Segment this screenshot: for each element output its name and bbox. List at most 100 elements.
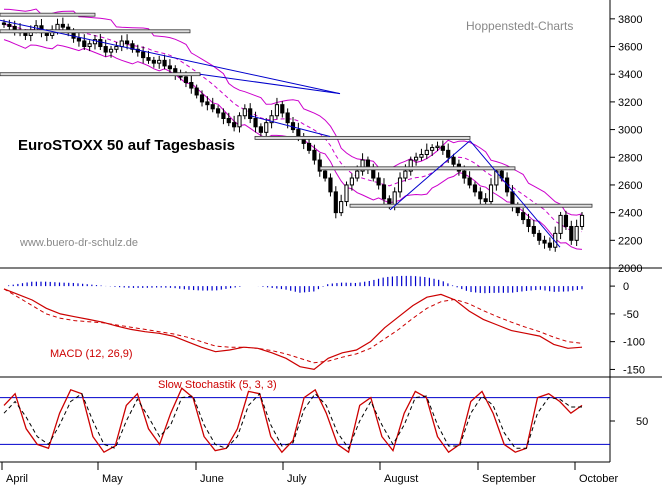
candle-body [114, 46, 119, 50]
candle-body [215, 108, 221, 114]
candle-body [205, 101, 210, 106]
candle-body [462, 170, 467, 179]
candle-body [189, 82, 194, 89]
signal-line [3, 288, 583, 364]
candle-body [125, 40, 130, 45]
candle-body [542, 239, 547, 244]
trend-line [249, 115, 331, 137]
candle-body [285, 112, 290, 124]
candle-body [323, 170, 328, 179]
trend-line [0, 19, 341, 95]
candle-body [221, 112, 226, 120]
candle-body [349, 177, 354, 186]
candle-body [199, 94, 205, 103]
candle-body [569, 225, 574, 241]
candle-body [435, 145, 440, 149]
candle-body [424, 149, 429, 155]
candle-body [558, 214, 563, 234]
support-level-bar [0, 29, 191, 34]
candle-body [157, 59, 162, 64]
candle-body [167, 65, 172, 70]
candle-body [403, 170, 408, 179]
candle-body [376, 177, 381, 186]
support-level-bar [349, 203, 593, 208]
candle-body [392, 191, 397, 207]
candle-body [296, 129, 301, 138]
support-level-bar [0, 72, 201, 77]
candle-body [344, 184, 349, 203]
candle-body [547, 242, 552, 248]
macd-tick-label: 0 [623, 281, 629, 293]
macd-line [3, 288, 583, 371]
candle-body [162, 59, 167, 67]
macd-tick-label: -50 [623, 309, 639, 321]
candle-body [226, 118, 231, 124]
month-label: July [287, 473, 307, 485]
upper-band-line [3, 8, 583, 216]
candle-body [531, 225, 536, 234]
candle-body [183, 76, 189, 84]
candle-body [151, 59, 156, 64]
price-tick-label: 2600 [618, 180, 642, 192]
candle-body [478, 191, 483, 200]
candle-body [253, 118, 258, 128]
candle-body [360, 159, 365, 172]
candle-body [521, 212, 526, 221]
price-tick-label: 2200 [618, 235, 642, 247]
price-tick-label: 3600 [618, 42, 642, 54]
candle-body [574, 225, 579, 241]
stoch-panel [0, 387, 610, 454]
macd-title: MACD (12, 26,9) [50, 348, 133, 360]
candle-body [408, 159, 413, 172]
support-level-bar [254, 135, 471, 140]
candle-body [494, 170, 499, 186]
month-label: April [6, 473, 28, 485]
support-level-bar [319, 166, 516, 171]
candle-body [397, 177, 403, 193]
candle-body [579, 214, 585, 227]
candle-body [333, 191, 338, 214]
candle-body [419, 153, 424, 158]
price-tick-label: 3000 [618, 125, 642, 137]
candle-body [451, 156, 456, 165]
candle-body [60, 23, 65, 28]
candle-body [82, 40, 87, 48]
candle-body [242, 108, 247, 117]
candle-body [306, 142, 312, 151]
price-tick-label: 3400 [618, 69, 642, 81]
candle-body [248, 108, 253, 120]
candle-body [119, 40, 124, 48]
candle-body [446, 149, 451, 158]
stoch-tick-label: 50 [636, 416, 648, 428]
candle-body [430, 147, 435, 151]
candle-body [103, 46, 108, 53]
trend-line [199, 73, 341, 95]
trend-line [469, 140, 561, 248]
candle-body [274, 104, 280, 117]
stoch-slow-line [3, 392, 582, 450]
candle-body [483, 198, 488, 203]
candle-body [339, 201, 344, 214]
month-label: May [102, 473, 123, 485]
candle-body [312, 149, 317, 161]
stoch-title: Slow Stochastik (5, 3, 3) [158, 379, 277, 391]
axes: 2000 2200 2400 2600 2800 3000 3200 3400 3600 3800… [1, 14, 648, 485]
macd-tick-label: -150 [623, 364, 645, 376]
candle-body [12, 25, 17, 31]
candle-body [563, 214, 569, 227]
candle-body [98, 39, 103, 48]
candle-body [526, 219, 531, 227]
candle-body [537, 232, 542, 241]
candle-body [269, 115, 274, 124]
price-tick-label: 2800 [618, 152, 642, 164]
candle-body [280, 104, 285, 114]
candle-body [328, 177, 333, 193]
price-tick-label: 2000 [618, 263, 642, 275]
month-label: June [200, 473, 224, 485]
candle-body [258, 126, 263, 133]
candle-body [92, 39, 98, 45]
price-tick-label: 2400 [618, 208, 642, 220]
candle-body [414, 156, 419, 161]
candle-body [146, 57, 151, 61]
